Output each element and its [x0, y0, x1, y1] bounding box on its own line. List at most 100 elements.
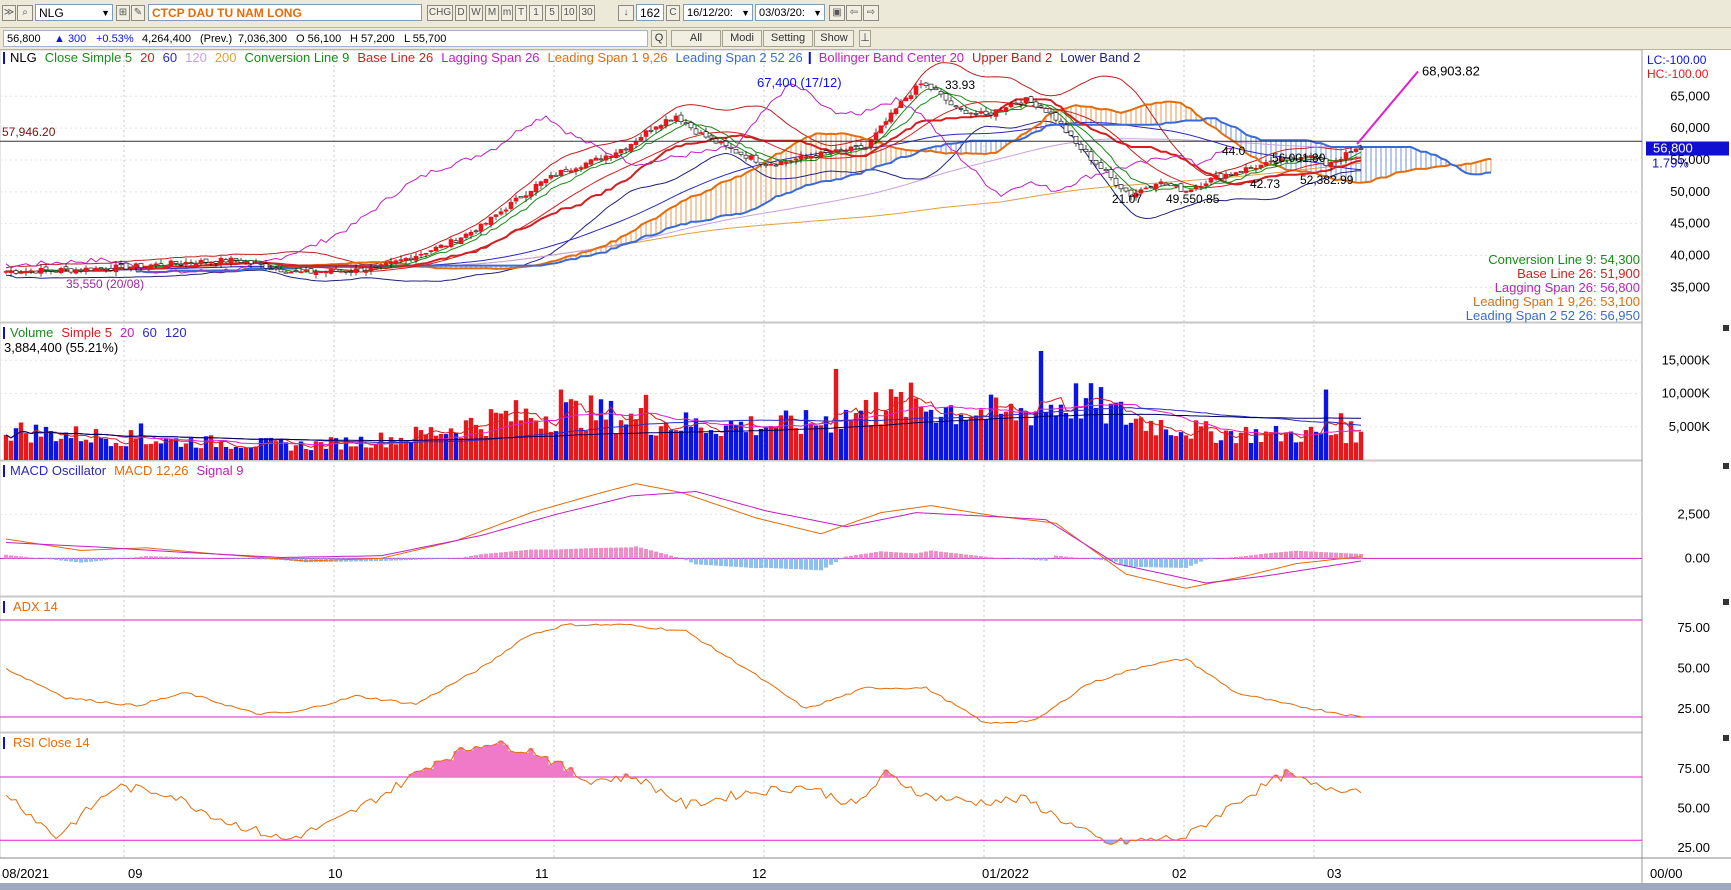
volume-bar	[318, 442, 324, 460]
macd-hist-bar	[539, 549, 543, 559]
show-button[interactable]: Show	[814, 30, 854, 47]
candle-body	[203, 258, 209, 263]
volume-bar	[613, 433, 619, 460]
search-icon[interactable]: ⌕	[17, 5, 33, 21]
edit-icon[interactable]: ✎	[131, 5, 145, 21]
volume-bar	[1328, 435, 1334, 460]
save-icon[interactable]: ▣	[829, 5, 845, 21]
candle-body	[933, 87, 939, 91]
volume-bar	[153, 441, 159, 460]
period-button-t[interactable]: T	[515, 5, 527, 21]
volume-bar	[998, 413, 1004, 460]
volume-bar	[478, 429, 484, 460]
candle-body	[1273, 161, 1279, 164]
volume-bar	[1003, 411, 1009, 460]
volume-sma-20	[5, 403, 1362, 446]
symbol-lookup-icon[interactable]: ⊞	[116, 5, 130, 21]
period-button-m[interactable]: M	[485, 5, 499, 21]
period-button-w[interactable]: W	[469, 5, 483, 21]
volume-bar	[963, 419, 969, 460]
macd-hist-bar	[564, 549, 568, 559]
volume-bar	[448, 428, 454, 460]
bar-count-input[interactable]: 162	[636, 4, 664, 21]
all-button[interactable]: All	[671, 30, 721, 47]
candle-body	[3, 271, 9, 273]
candle-body	[758, 162, 764, 165]
macd-hist-bar	[514, 550, 518, 559]
query-button[interactable]: Q	[651, 30, 667, 47]
period-button-chg[interactable]: CHG	[427, 5, 453, 21]
volume-bar	[1138, 417, 1144, 460]
candle-body	[1083, 148, 1089, 153]
candle-body	[18, 272, 24, 274]
candle-body	[938, 91, 944, 95]
volume-bar	[898, 391, 904, 460]
setting-button[interactable]: Setting	[763, 30, 813, 47]
macd-legend-item: Signal 9	[197, 463, 244, 478]
macd-hist-bar	[14, 555, 18, 559]
macd-hist-bar	[479, 554, 483, 559]
candle-body	[958, 108, 964, 110]
volume-bar	[238, 447, 244, 460]
candle-body	[873, 132, 879, 141]
panel-close-icon	[1723, 325, 1729, 331]
stock-chart[interactable]: 35,000 40,000 45,000 50,000 55,000 60,000 65,0…	[0, 50, 1731, 883]
candle-body	[1338, 158, 1344, 161]
volume-bar	[858, 410, 864, 460]
volume-bar	[103, 438, 109, 460]
candle-body	[288, 271, 294, 274]
candle-body	[723, 140, 729, 146]
macd-hist-bar	[569, 548, 573, 559]
candle-body	[1093, 160, 1099, 165]
volume-bar	[528, 417, 534, 460]
panel-toggle-button[interactable]: ≫	[2, 5, 16, 21]
macd-hist-bar	[1139, 558, 1143, 568]
adx-tick-label: 75.00	[1677, 620, 1710, 635]
period-button-10[interactable]: 10	[561, 5, 577, 21]
arrow-left-icon[interactable]: ⇦	[846, 5, 862, 21]
arrow-right-icon[interactable]: ⇨	[863, 5, 879, 21]
volume-bar	[793, 428, 799, 460]
macd-hist-bar	[199, 557, 203, 559]
period-button-d[interactable]: D	[455, 5, 467, 21]
macd-hist-bar	[984, 556, 988, 559]
candle-body	[698, 132, 704, 134]
volume-bar	[758, 428, 764, 460]
candle-body	[1103, 169, 1109, 172]
pin-icon[interactable]: ⊥	[859, 30, 871, 47]
macd-hist-bar	[949, 552, 953, 559]
modi-button[interactable]: Modi	[722, 30, 762, 47]
candle-body	[768, 163, 774, 166]
candle-body	[1203, 183, 1209, 186]
candle-body	[763, 163, 769, 166]
macd-hist-bar	[869, 552, 873, 559]
period-button-5[interactable]: 5	[545, 5, 559, 21]
cursor-button[interactable]: C	[666, 5, 680, 21]
macd-hist-bar	[1284, 551, 1288, 559]
symbol-input[interactable]: NLG ▼	[35, 4, 113, 21]
volume-bar	[493, 412, 499, 460]
date-from-select[interactable]: 16/12/20: ▼	[683, 4, 753, 21]
volume-bar	[868, 424, 874, 460]
date-to-select[interactable]: 03/03/20: ▼	[755, 4, 825, 21]
macd-hist-bar	[44, 558, 48, 559]
period-button-m[interactable]: m	[501, 5, 513, 21]
candle-body	[1058, 120, 1064, 124]
volume-bar	[658, 426, 664, 460]
macd-hist-bar	[779, 558, 783, 569]
macd-legend-item: MACD 12,26	[114, 463, 188, 478]
scroll-down-icon[interactable]: ↓	[618, 5, 634, 21]
macd-hist-bar	[624, 547, 628, 559]
volume-bar	[313, 441, 319, 460]
macd-hist-bar	[559, 549, 563, 559]
volume-bar	[223, 446, 229, 460]
period-button-30[interactable]: 30	[579, 5, 595, 21]
volume-bar	[688, 426, 694, 460]
volume-bar	[178, 446, 184, 460]
volume-bar	[993, 397, 999, 460]
volume-bar	[348, 446, 354, 460]
volume-bar	[3, 434, 9, 460]
volume-bar	[783, 410, 789, 460]
volume-tick-label: 5,000K	[1669, 419, 1711, 434]
period-button-1[interactable]: 1	[529, 5, 543, 21]
